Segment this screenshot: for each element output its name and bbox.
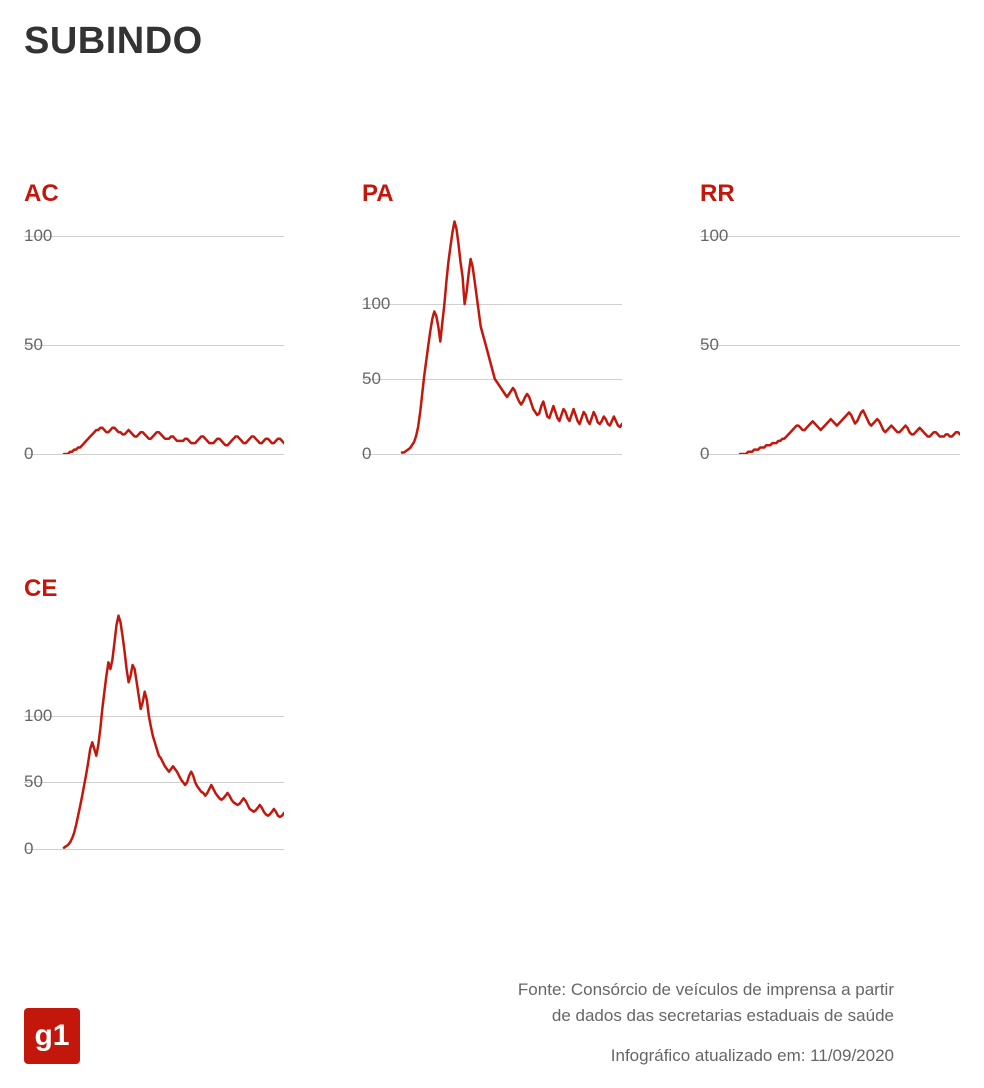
g1-logo: g1 <box>24 1008 80 1064</box>
infographic-container: SUBINDO AC 050100 PA 050100 RR 050100 CE 050100… <box>0 0 984 1088</box>
line-svg <box>362 214 622 454</box>
gridline <box>24 454 284 455</box>
chart-ce: CE 050100 <box>24 575 284 849</box>
footer-updated: Infográfico atualizado em: 11/09/2020 <box>611 1046 894 1066</box>
chart-label: PA <box>362 180 622 208</box>
data-line <box>64 428 284 454</box>
plot-area: 050100 <box>24 214 284 454</box>
chart-label: RR <box>700 180 960 208</box>
gridline <box>700 454 960 455</box>
chart-label: CE <box>24 575 284 603</box>
chart-ac: AC 050100 <box>24 180 284 454</box>
plot-area: 050100 <box>362 214 622 454</box>
footer-line-2: de dados das secretarias estaduais de sa… <box>518 1003 894 1029</box>
data-line <box>402 222 622 453</box>
data-line <box>64 616 284 848</box>
line-svg <box>24 609 284 849</box>
footer-source: Fonte: Consórcio de veículos de imprensa… <box>518 977 894 1028</box>
gridline <box>362 454 622 455</box>
gridline <box>24 849 284 850</box>
data-line <box>740 410 960 454</box>
chart-pa: PA 050100 <box>362 180 622 454</box>
g1-logo-text: g1 <box>34 1019 69 1053</box>
page-title: SUBINDO <box>24 20 203 63</box>
chart-rr: RR 050100 <box>700 180 960 454</box>
line-svg <box>24 214 284 454</box>
plot-area: 050100 <box>700 214 960 454</box>
plot-area: 050100 <box>24 609 284 849</box>
chart-label: AC <box>24 180 284 208</box>
line-svg <box>700 214 960 454</box>
footer-line-1: Fonte: Consórcio de veículos de imprensa… <box>518 977 894 1003</box>
